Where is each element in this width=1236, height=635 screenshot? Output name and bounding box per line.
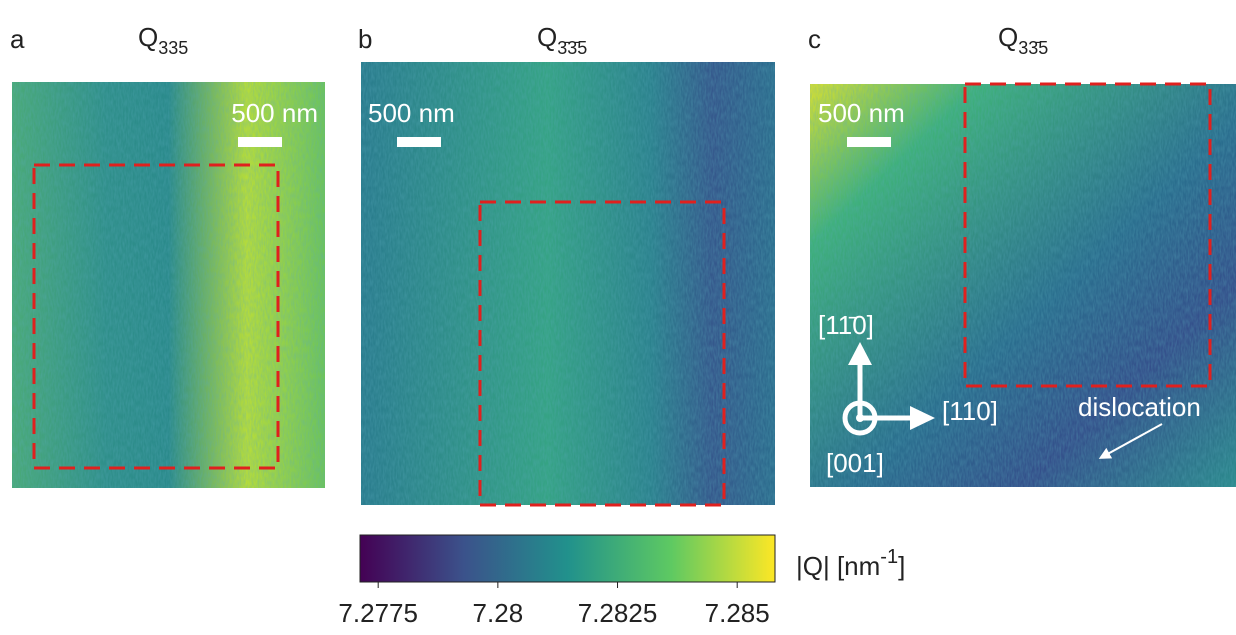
tick-label: 7.285 xyxy=(705,598,770,628)
label-sup: -1 xyxy=(880,546,898,568)
axis-label: [110] xyxy=(942,396,998,426)
scale-bar xyxy=(397,137,441,147)
tick-label: 7.2825 xyxy=(578,598,658,628)
panel-label: c xyxy=(808,24,821,54)
panel-title: Q33̄5 xyxy=(998,22,1048,58)
panel-label: b xyxy=(358,24,372,54)
colorbar: |Q| [nm-1] xyxy=(359,534,905,583)
scale-bar xyxy=(238,137,282,147)
panel-title: Q3̄3̄5 xyxy=(537,22,587,58)
panel-b: b Q3̄3̄5 500 nm xyxy=(358,22,775,507)
axis-dot xyxy=(856,414,864,422)
title-sub: 3̄3̄5 xyxy=(557,38,587,58)
axis-label: [001] xyxy=(826,448,884,478)
colorbar-gradient xyxy=(359,534,776,583)
annotation: dislocation xyxy=(1078,392,1201,422)
axis-label: [11̄0] xyxy=(818,310,874,340)
scale-bar-label: 500 nm xyxy=(231,98,318,128)
tick-label: 7.28 xyxy=(473,598,524,628)
panel-label: a xyxy=(10,24,25,54)
panel-a: a Q335 500 nm xyxy=(10,22,325,488)
scale-bar-label: 500 nm xyxy=(368,98,455,128)
colorbar-label: |Q| [nm-1] xyxy=(796,546,905,581)
scale-bar xyxy=(847,137,891,147)
tick-label: 7.2775 xyxy=(338,598,418,628)
label-text: |Q| [nm xyxy=(796,551,880,581)
label-close: ] xyxy=(898,551,905,581)
axis-arrowheads xyxy=(848,342,935,430)
panel-title: Q335 xyxy=(138,22,188,58)
panel-c: c Q33̄5 500 nm [11̄0] [110] [001] disloc… xyxy=(808,22,1236,487)
scale-bar-label: 500 nm xyxy=(818,98,905,128)
title-sub: 335 xyxy=(158,38,188,58)
title-main: Q xyxy=(138,22,158,52)
annotation-arrow xyxy=(1098,423,1163,459)
title-main: Q xyxy=(537,22,557,52)
title-main: Q xyxy=(998,22,1018,52)
title-sub: 33̄5 xyxy=(1018,38,1048,58)
heatmap-texture xyxy=(12,82,325,488)
heatmap-texture xyxy=(361,62,775,505)
crystal-axes xyxy=(842,362,912,436)
